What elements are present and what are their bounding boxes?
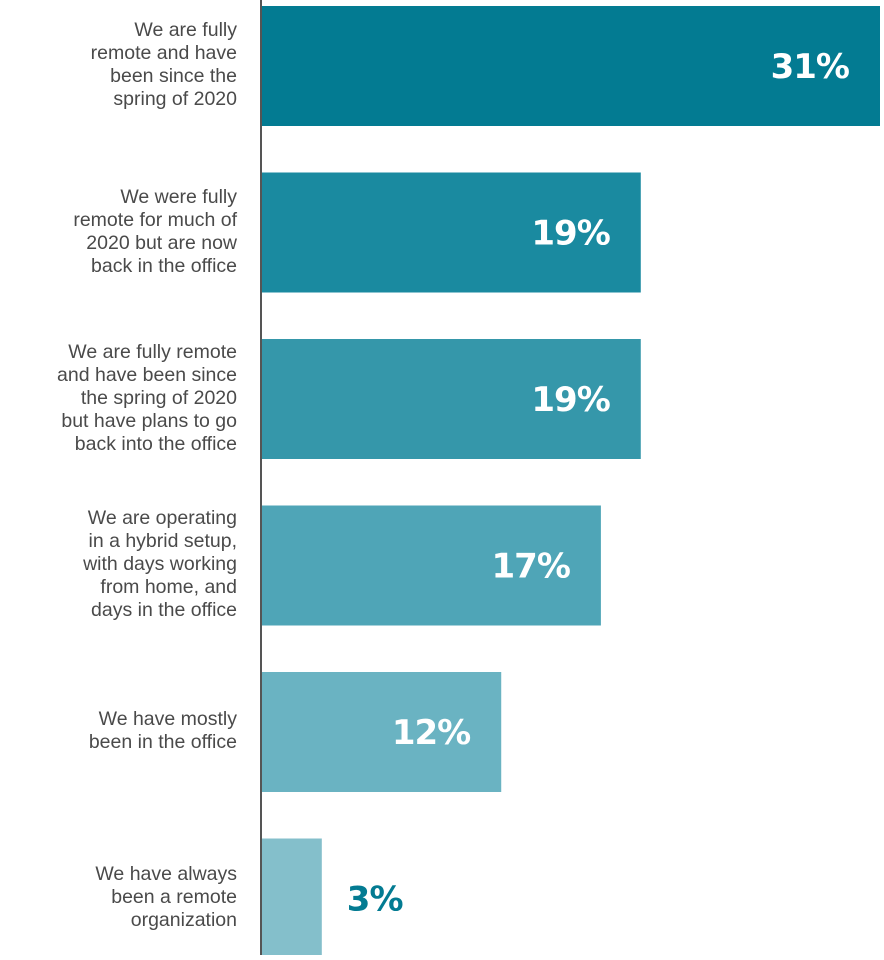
bar-value-label: 3% — [347, 880, 403, 920]
bar — [262, 339, 641, 459]
category-label: We were fully remote for much of 2020 bu… — [73, 185, 237, 277]
bar — [262, 838, 322, 959]
bar-value-label: 19% — [531, 380, 609, 420]
bar-value-label: 19% — [531, 214, 609, 254]
bar — [262, 672, 502, 792]
bar — [262, 6, 880, 126]
bar-value-label: 31% — [771, 47, 849, 87]
category-label: We are operating in a hybrid setup, with… — [83, 507, 237, 621]
category-label: We are fully remote and have been since … — [57, 340, 237, 455]
bar — [262, 505, 601, 626]
category-label: We have always been a remote organizatio… — [95, 863, 237, 931]
bar — [262, 172, 641, 293]
bar-value-label: 17% — [492, 547, 570, 587]
bar-value-label: 12% — [392, 713, 470, 753]
category-label: We have mostly been in the office — [88, 708, 237, 753]
category-label: We are fully remote and have been since … — [90, 19, 237, 110]
